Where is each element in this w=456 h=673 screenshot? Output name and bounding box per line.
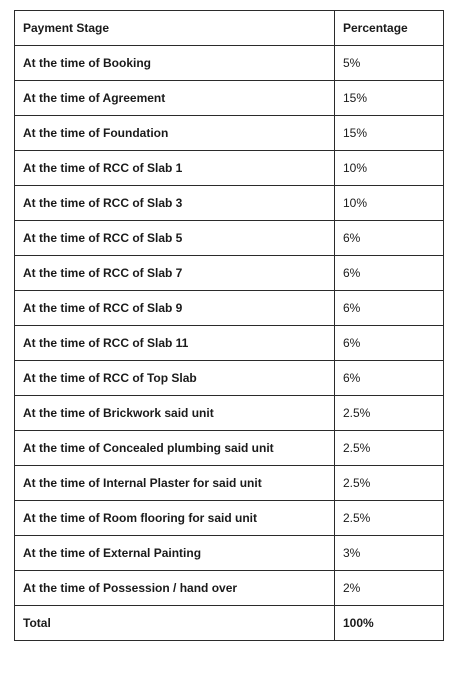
payment-stage-cell: At the time of RCC of Top Slab [14, 360, 335, 396]
payment-stage-cell: At the time of RCC of Slab 1 [14, 150, 335, 186]
payment-stage-cell: At the time of RCC of Slab 3 [14, 185, 335, 221]
payment-stage-cell: At the time of Concealed plumbing said u… [14, 430, 335, 466]
table-row: At the time of Room flooring for said un… [14, 500, 444, 536]
total-percentage: 100% [334, 605, 444, 641]
table-row: At the time of Booking 5% [14, 45, 444, 81]
percentage-cell: 10% [334, 150, 444, 186]
percentage-cell: 2.5% [334, 500, 444, 536]
payment-stage-cell: At the time of Possession / hand over [14, 570, 335, 606]
table-row: At the time of Agreement 15% [14, 80, 444, 116]
payment-stage-cell: At the time of RCC of Slab 9 [14, 290, 335, 326]
percentage-cell: 6% [334, 255, 444, 291]
table-row: At the time of RCC of Slab 1 10% [14, 150, 444, 186]
table-row: At the time of Possession / hand over 2% [14, 570, 444, 606]
table-header-row: Payment Stage Percentage [14, 10, 444, 46]
table-row: At the time of Internal Plaster for said… [14, 465, 444, 501]
percentage-cell: 2.5% [334, 465, 444, 501]
percentage-cell: 15% [334, 115, 444, 151]
table-row: At the time of Brickwork said unit 2.5% [14, 395, 444, 431]
table-row: At the time of Concealed plumbing said u… [14, 430, 444, 466]
table-row: At the time of Foundation 15% [14, 115, 444, 151]
percentage-cell: 2.5% [334, 430, 444, 466]
percentage-cell: 15% [334, 80, 444, 116]
payment-stage-cell: At the time of Agreement [14, 80, 335, 116]
percentage-cell: 3% [334, 535, 444, 571]
table-row: At the time of External Painting 3% [14, 535, 444, 571]
table-row: At the time of RCC of Slab 9 6% [14, 290, 444, 326]
percentage-cell: 2.5% [334, 395, 444, 431]
percentage-cell: 2% [334, 570, 444, 606]
payment-stage-cell: At the time of Room flooring for said un… [14, 500, 335, 536]
table-row: At the time of RCC of Slab 11 6% [14, 325, 444, 361]
header-payment-stage: Payment Stage [14, 10, 335, 46]
table-row: At the time of RCC of Top Slab 6% [14, 360, 444, 396]
header-percentage: Percentage [334, 10, 444, 46]
total-label: Total [14, 605, 335, 641]
percentage-cell: 6% [334, 360, 444, 396]
payment-stage-cell: At the time of Brickwork said unit [14, 395, 335, 431]
payment-stage-cell: At the time of RCC of Slab 5 [14, 220, 335, 256]
table-row: At the time of RCC of Slab 7 6% [14, 255, 444, 291]
payment-stage-cell: At the time of RCC of Slab 11 [14, 325, 335, 361]
percentage-cell: 10% [334, 185, 444, 221]
payment-schedule-table: Payment Stage Percentage At the time of … [14, 10, 444, 641]
percentage-cell: 5% [334, 45, 444, 81]
table-body: At the time of Booking 5% At the time of A… [14, 45, 444, 606]
percentage-cell: 6% [334, 290, 444, 326]
total-row: Total 100% [14, 605, 444, 641]
payment-stage-cell: At the time of Foundation [14, 115, 335, 151]
percentage-cell: 6% [334, 220, 444, 256]
table-row: At the time of RCC of Slab 3 10% [14, 185, 444, 221]
payment-stage-cell: At the time of RCC of Slab 7 [14, 255, 335, 291]
percentage-cell: 6% [334, 325, 444, 361]
payment-stage-cell: At the time of Booking [14, 45, 335, 81]
payment-stage-cell: At the time of External Painting [14, 535, 335, 571]
table-row: At the time of RCC of Slab 5 6% [14, 220, 444, 256]
payment-stage-cell: At the time of Internal Plaster for said… [14, 465, 335, 501]
